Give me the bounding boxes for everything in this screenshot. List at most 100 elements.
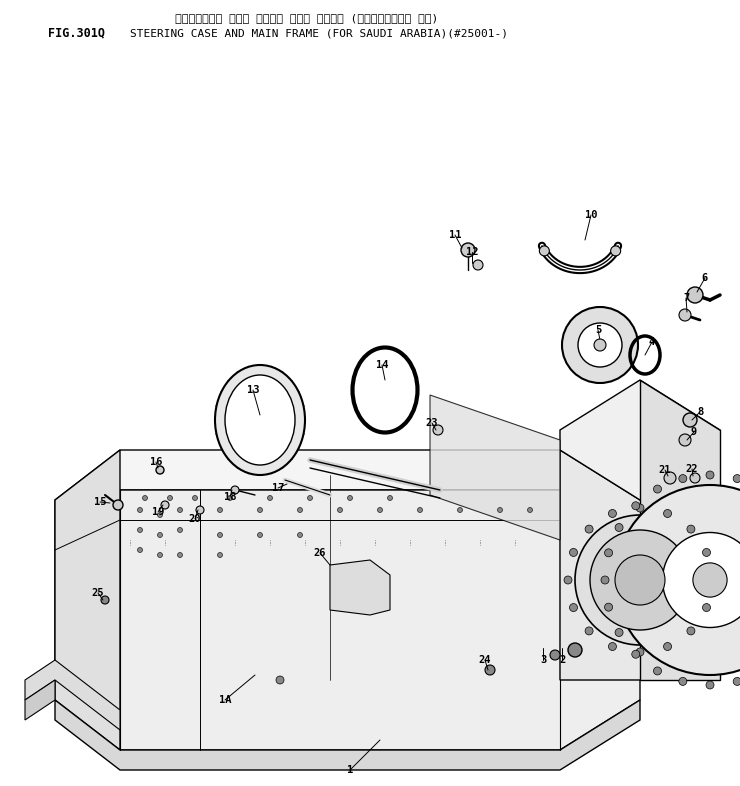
Circle shape xyxy=(158,512,163,517)
Text: 8: 8 xyxy=(697,407,703,417)
Polygon shape xyxy=(55,490,640,750)
Circle shape xyxy=(687,627,695,635)
Circle shape xyxy=(653,485,662,493)
Polygon shape xyxy=(55,450,640,540)
Ellipse shape xyxy=(662,532,740,627)
Polygon shape xyxy=(330,560,390,615)
Text: 15: 15 xyxy=(94,497,107,507)
Circle shape xyxy=(388,495,392,501)
Circle shape xyxy=(473,260,483,270)
Circle shape xyxy=(664,509,672,517)
Circle shape xyxy=(158,532,163,538)
Circle shape xyxy=(570,604,577,612)
Circle shape xyxy=(605,549,613,556)
Circle shape xyxy=(167,495,172,501)
Circle shape xyxy=(218,532,223,538)
Circle shape xyxy=(679,678,687,685)
Circle shape xyxy=(138,548,143,553)
Polygon shape xyxy=(560,450,720,680)
Circle shape xyxy=(683,413,697,427)
Circle shape xyxy=(227,495,232,501)
Text: 9: 9 xyxy=(691,427,697,437)
Circle shape xyxy=(377,508,383,512)
Circle shape xyxy=(562,307,638,383)
Circle shape xyxy=(258,508,263,512)
Circle shape xyxy=(605,603,613,612)
Polygon shape xyxy=(640,380,720,680)
Text: 14: 14 xyxy=(376,360,388,370)
Circle shape xyxy=(608,509,616,517)
Circle shape xyxy=(101,596,109,604)
Ellipse shape xyxy=(590,530,690,630)
Circle shape xyxy=(568,643,582,657)
Circle shape xyxy=(156,466,164,474)
Text: 2: 2 xyxy=(559,655,565,665)
Circle shape xyxy=(615,523,623,531)
Circle shape xyxy=(550,650,560,660)
Circle shape xyxy=(218,508,223,512)
Polygon shape xyxy=(55,700,640,770)
Circle shape xyxy=(636,504,644,512)
Text: 21: 21 xyxy=(659,465,671,475)
Circle shape xyxy=(138,527,143,532)
Circle shape xyxy=(706,681,714,689)
Circle shape xyxy=(178,508,183,512)
Circle shape xyxy=(708,576,716,584)
Circle shape xyxy=(601,576,609,584)
Circle shape xyxy=(497,508,502,512)
Text: 20: 20 xyxy=(189,514,201,524)
Circle shape xyxy=(539,246,549,256)
Circle shape xyxy=(615,629,623,637)
Ellipse shape xyxy=(615,555,665,605)
Text: ステアリング・ ケース オヨビ・ メイン フレーム (サウジ・アラビア ヨウ): ステアリング・ ケース オヨビ・ メイン フレーム (サウジ・アラビア ヨウ) xyxy=(175,13,438,23)
Circle shape xyxy=(417,508,423,512)
Ellipse shape xyxy=(215,365,305,475)
Circle shape xyxy=(632,650,640,658)
Circle shape xyxy=(610,246,621,256)
Circle shape xyxy=(679,475,687,483)
Circle shape xyxy=(178,553,183,557)
Circle shape xyxy=(632,501,640,510)
Ellipse shape xyxy=(225,375,295,465)
Circle shape xyxy=(297,532,303,538)
Circle shape xyxy=(433,425,443,435)
Text: STEERING CASE AND MAIN FRAME (FOR SAUDI ARABIA)(#25001-): STEERING CASE AND MAIN FRAME (FOR SAUDI … xyxy=(130,28,508,38)
Circle shape xyxy=(457,508,462,512)
Polygon shape xyxy=(560,380,720,500)
Circle shape xyxy=(267,495,272,501)
Text: 24: 24 xyxy=(479,655,491,665)
Circle shape xyxy=(528,508,533,512)
Text: 7: 7 xyxy=(683,293,689,303)
Circle shape xyxy=(679,434,691,446)
Text: 26: 26 xyxy=(314,548,326,558)
Text: 11: 11 xyxy=(448,230,461,240)
Text: 17: 17 xyxy=(272,483,284,493)
Circle shape xyxy=(679,309,691,321)
Circle shape xyxy=(585,627,593,635)
Ellipse shape xyxy=(693,563,727,597)
Text: 1: 1 xyxy=(347,765,353,775)
Polygon shape xyxy=(430,395,560,540)
Circle shape xyxy=(113,500,123,510)
Circle shape xyxy=(687,287,703,303)
Text: 1A: 1A xyxy=(219,695,231,705)
Text: 4: 4 xyxy=(649,337,655,347)
Circle shape xyxy=(196,506,204,514)
Circle shape xyxy=(192,495,198,501)
Circle shape xyxy=(218,553,223,557)
Circle shape xyxy=(297,508,303,512)
Circle shape xyxy=(733,475,740,483)
Circle shape xyxy=(733,678,740,685)
Text: 13: 13 xyxy=(246,385,259,395)
Circle shape xyxy=(161,501,169,509)
Circle shape xyxy=(258,532,263,538)
Circle shape xyxy=(687,525,695,533)
Circle shape xyxy=(337,508,343,512)
Circle shape xyxy=(308,495,312,501)
Circle shape xyxy=(178,527,183,532)
Text: FIG.301Q: FIG.301Q xyxy=(48,27,105,39)
Circle shape xyxy=(702,604,710,612)
Text: 19: 19 xyxy=(152,507,164,517)
Circle shape xyxy=(564,576,572,584)
Circle shape xyxy=(702,549,710,556)
